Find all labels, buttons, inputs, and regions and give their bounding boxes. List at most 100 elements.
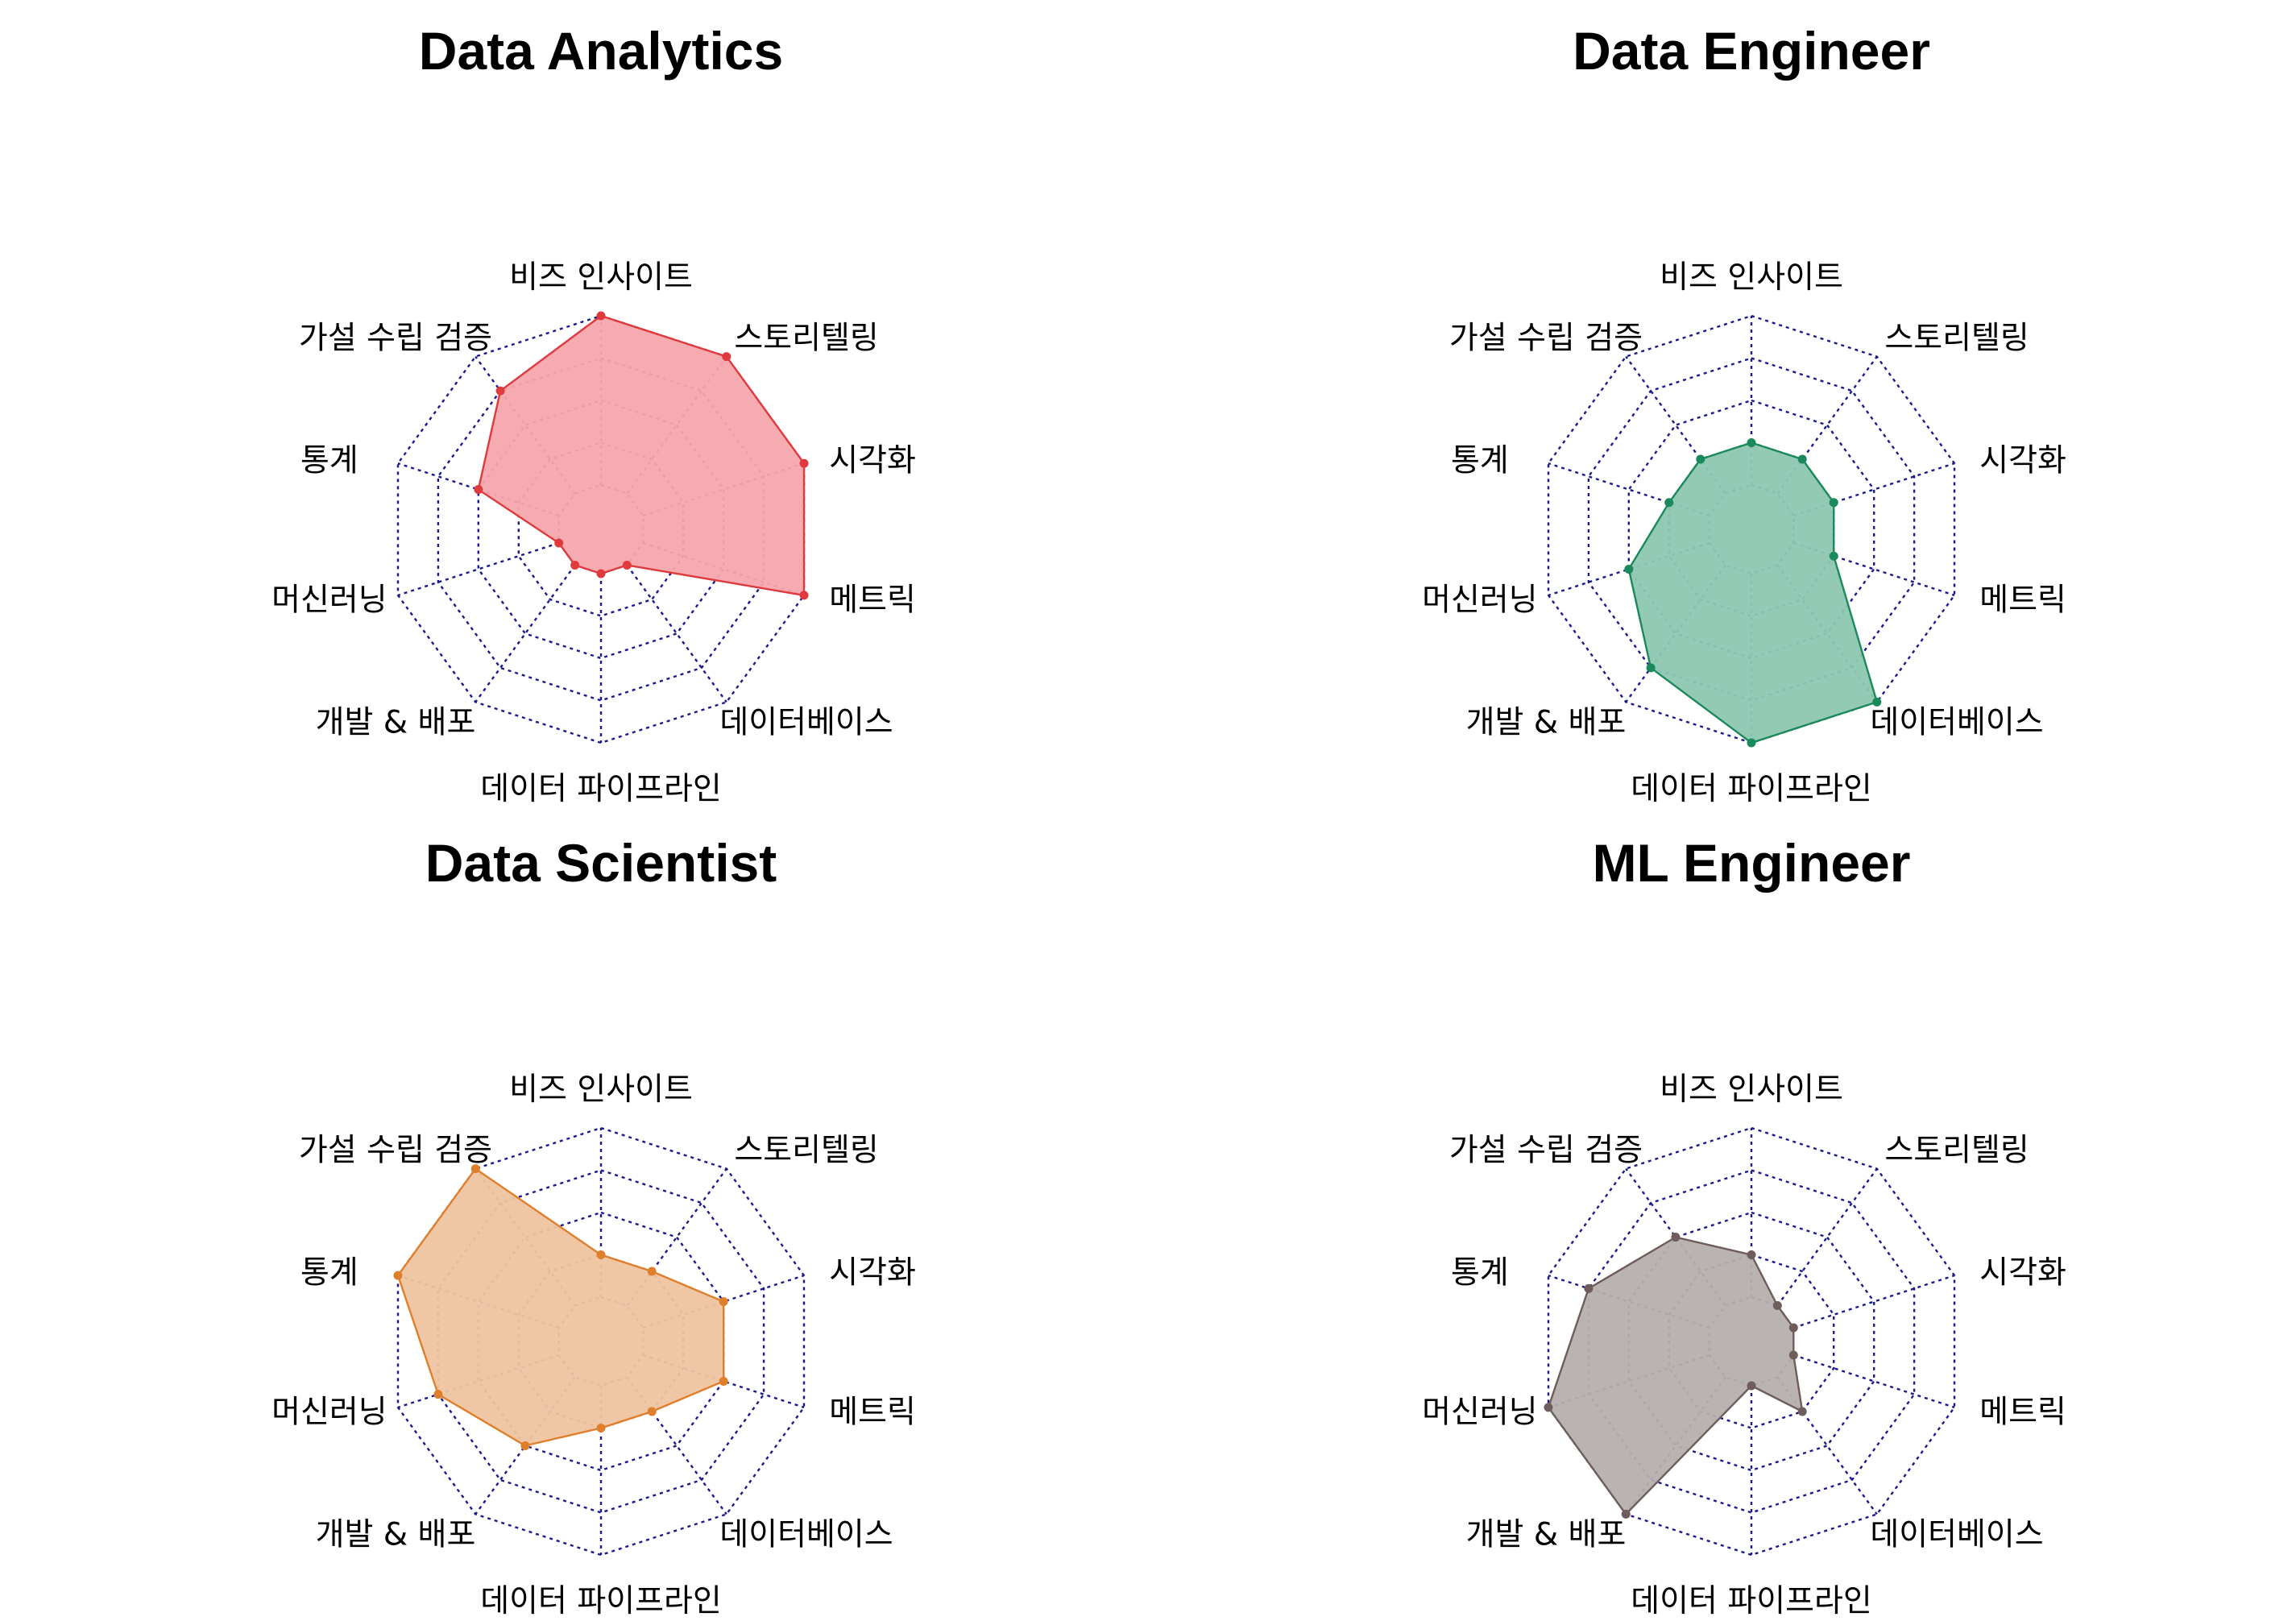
axis-label-5: 데이터베이스 [1870, 705, 2043, 741]
data-point-2 [1797, 454, 1807, 464]
grid-spoke [642, 1274, 805, 1329]
data-point-2 [1772, 1301, 1782, 1311]
data-point-4 [1788, 1350, 1798, 1360]
data-point-7 [1646, 663, 1656, 673]
axis-label-7: 개발 & 배포 [316, 1517, 476, 1553]
data-point-10 [470, 1164, 480, 1174]
axis-label-5: 데이터베이스 [719, 705, 893, 741]
data-point-5 [1872, 697, 1882, 707]
data-point-4 [719, 1376, 728, 1386]
grid-ring [437, 1169, 765, 1514]
axis-label-2: 스토리텔링 [1884, 320, 2029, 356]
axis-label-8: 머신러닝 [1422, 1395, 1538, 1431]
data-point-10 [1696, 454, 1705, 464]
grid-spoke [397, 541, 560, 597]
series-points [1624, 438, 1882, 748]
axis-label-8: 머신러닝 [271, 582, 388, 619]
data-point-5 [647, 1407, 657, 1416]
chart-title: Data Engineer [1573, 21, 1930, 81]
radar-panel-data-analytics: Data Analytics 비즈 인사이트스토리텔링시각화메트릭데이터베이스데… [271, 21, 916, 807]
series-area [396, 1167, 725, 1447]
axis-label-4: 메트릭 [1979, 1395, 2066, 1431]
grid-spoke [475, 355, 576, 495]
data-point-3 [799, 458, 809, 468]
grid-spoke [397, 462, 560, 517]
data-point-9 [393, 1271, 403, 1280]
grid-spoke [626, 564, 727, 703]
grid-ring [1627, 399, 1875, 660]
data-point-8 [433, 1390, 443, 1399]
chart-title: ML Engineer [1593, 833, 1911, 893]
data-point-3 [1788, 1323, 1798, 1333]
data-point-6 [1747, 738, 1756, 748]
axis-label-3: 시각화 [1979, 1254, 2066, 1291]
grid-spoke [1625, 1167, 1726, 1307]
data-point-6 [596, 1424, 606, 1432]
data-point-8 [1624, 564, 1634, 574]
grid-spoke [642, 1354, 805, 1409]
data-point-1 [596, 311, 606, 321]
axis-label-3: 시각화 [829, 1254, 916, 1291]
axis-label-6: 데이터 파이프라인 [1631, 1583, 1871, 1619]
chart-title: Data Scientist [425, 833, 777, 893]
data-point-8 [554, 538, 564, 548]
axis-label-10: 가설 수립 검증 [299, 1132, 492, 1168]
data-point-1 [596, 1250, 606, 1259]
data-point-1 [1747, 438, 1756, 447]
axis-label-10: 가설 수립 검증 [1449, 1132, 1643, 1168]
axis-label-3: 시각화 [829, 442, 916, 479]
axis-label-9: 통계 [300, 442, 358, 479]
radar-panel-data-scientist: Data Scientist 비즈 인사이트스토리텔링시각화메트릭데이터베이스데… [271, 833, 916, 1619]
axis-label-7: 개발 & 배포 [1466, 1517, 1627, 1553]
series-points [393, 1164, 728, 1450]
data-point-7 [1621, 1509, 1631, 1519]
grid-spoke [1548, 1274, 1710, 1329]
data-point-1 [1747, 1250, 1756, 1259]
grid-spoke [475, 1376, 576, 1515]
data-point-9 [1584, 1283, 1594, 1293]
data-point-10 [495, 386, 505, 396]
grid-ring [1547, 1126, 1956, 1557]
series-area [1547, 1236, 1804, 1516]
data-point-9 [1664, 498, 1674, 508]
series-area [477, 314, 806, 597]
grid-ring [396, 1126, 806, 1557]
grid-spoke [626, 1376, 727, 1515]
axis-label-4: 메트릭 [829, 582, 916, 619]
data-point-6 [596, 569, 606, 578]
axis-label-8: 머신러닝 [271, 1395, 388, 1431]
data-point-5 [622, 560, 632, 570]
axis-label-10: 가설 수립 검증 [299, 320, 492, 356]
data-point-4 [1829, 551, 1838, 561]
series-area [1627, 442, 1879, 744]
grid-ring [1587, 357, 1916, 702]
axis-label-1: 비즈 인사이트 [1660, 1072, 1843, 1108]
data-point-7 [520, 1441, 530, 1450]
grid-spoke [1792, 1274, 1955, 1329]
axis-label-1: 비즈 인사이트 [1660, 259, 1843, 296]
axis-label-6: 데이터 파이프라인 [480, 1583, 721, 1619]
axis-label-2: 스토리텔링 [734, 1132, 878, 1168]
axis-label-9: 통계 [1451, 442, 1509, 479]
axis-label-6: 데이터 파이프라인 [1631, 771, 1871, 807]
grid-ring [1547, 314, 1956, 744]
axis-label-4: 메트릭 [1979, 582, 2066, 619]
data-point-5 [1797, 1407, 1807, 1416]
data-point-2 [647, 1267, 657, 1276]
data-point-3 [1829, 498, 1838, 508]
axis-label-4: 메트릭 [829, 1395, 916, 1431]
grid-ring [477, 1211, 725, 1472]
axis-label-9: 통계 [1451, 1254, 1509, 1291]
grid-spoke [1548, 541, 1710, 597]
data-point-6 [1747, 1381, 1756, 1391]
data-point-8 [1544, 1403, 1553, 1412]
data-point-3 [719, 1297, 728, 1307]
axis-label-5: 데이터베이스 [719, 1517, 893, 1553]
axis-label-7: 개발 & 배포 [1466, 705, 1627, 741]
grid-spoke [397, 1354, 560, 1409]
axis-label-2: 스토리텔링 [1884, 1132, 2029, 1168]
